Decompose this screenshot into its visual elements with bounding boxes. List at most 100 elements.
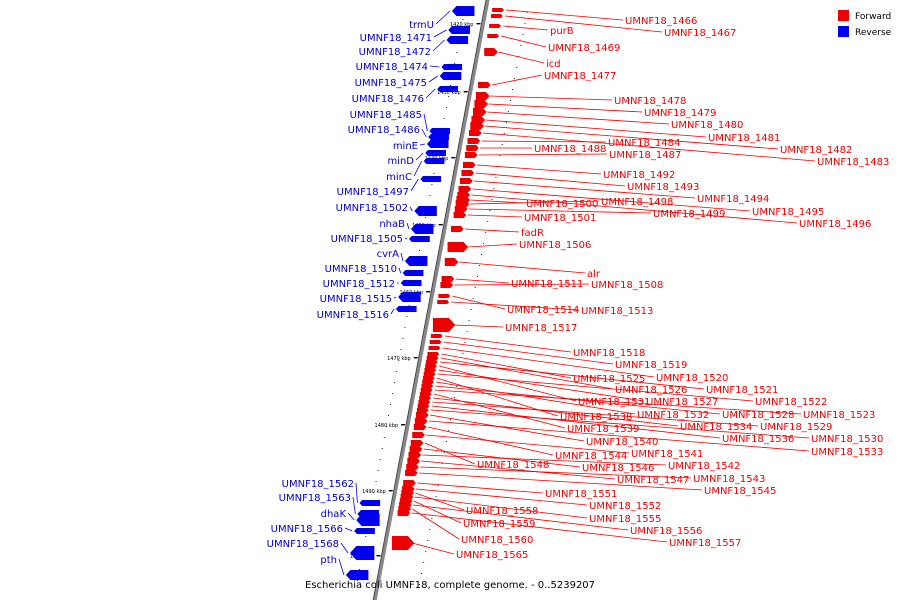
forward-gene-label: UMNF18_1499	[653, 209, 725, 220]
axis-dot	[404, 327, 406, 328]
forward-gene-arrow	[440, 282, 454, 288]
forward-leader-line	[498, 51, 545, 64]
forward-leader-line	[476, 164, 602, 175]
forward-leader-line	[488, 103, 643, 113]
forward-gene-label: UMNF18_1548	[477, 460, 549, 471]
forward-gene-arrow	[474, 100, 489, 108]
reverse-leader-line	[410, 178, 419, 192]
axis-dot	[445, 107, 447, 108]
tick-label: 1470 kbp	[387, 356, 411, 362]
axis-dot	[394, 382, 396, 383]
forward-gene-label: UMNF18_1493	[627, 182, 699, 193]
forward-leader-line	[419, 472, 703, 491]
axis-dot	[387, 415, 389, 416]
axis-dot	[483, 243, 485, 244]
legend-label: Forward	[855, 12, 891, 22]
axis-dot	[462, 19, 464, 20]
forward-gene-label: UMNF18_1538	[560, 412, 632, 423]
forward-gene-arrow	[422, 376, 435, 380]
forward-gene-arrow	[418, 400, 431, 404]
axis-dot	[474, 287, 476, 288]
forward-gene-label: UMNF18_1479	[644, 108, 716, 119]
axis-dot	[503, 133, 505, 134]
forward-gene-label: UMNF18_1481	[708, 133, 780, 144]
forward-leader-line	[472, 188, 751, 212]
forward-gene-arrow	[489, 24, 501, 28]
forward-gene-arrow	[414, 418, 428, 424]
forward-leader-line	[431, 405, 721, 439]
forward-leader-line	[451, 301, 580, 311]
forward-leader-line	[444, 335, 572, 353]
reverse-leader-line	[415, 152, 424, 161]
forward-leader-line	[421, 460, 616, 480]
axis-dot	[512, 89, 514, 90]
reverse-gene-label: UMNF18_1515	[320, 294, 392, 305]
reverse-gene-label: UMNF18_1502	[336, 203, 408, 214]
axis-dot	[375, 481, 377, 482]
forward-gene-arrow	[490, 14, 503, 18]
axis-dot	[441, 463, 443, 464]
reverse-gene-label: UMNF18_1486	[348, 125, 420, 136]
forward-gene-arrow	[430, 334, 443, 338]
reverse-gene-arrow	[441, 64, 463, 70]
axis-dot	[456, 52, 458, 53]
forward-gene-arrow	[420, 388, 433, 392]
forward-gene-label: UMNF18_1530	[811, 434, 883, 445]
axis-dot	[425, 217, 427, 218]
forward-leader-line	[439, 361, 705, 390]
forward-gene-arrow	[421, 384, 434, 388]
axis-dot	[505, 122, 507, 123]
forward-gene-arrow	[408, 452, 422, 458]
reverse-leader-line	[338, 558, 345, 576]
forward-gene-arrow	[410, 440, 424, 446]
axis-dot	[507, 111, 509, 112]
forward-gene-label: icd	[546, 59, 561, 70]
forward-gene-label: UMNF18_1495	[752, 207, 824, 218]
axis-dot	[383, 437, 385, 438]
reverse-gene-label: minE	[393, 141, 418, 152]
axis-dot	[392, 393, 394, 394]
axis-dot	[433, 173, 435, 174]
forward-leader-line	[458, 261, 586, 274]
forward-leader-line	[442, 347, 655, 378]
forward-gene-arrow	[462, 162, 476, 168]
forward-gene-label: UMNF18_1511	[511, 279, 583, 290]
forward-gene-label: UMNF18_1478	[614, 96, 686, 107]
forward-leader-line	[467, 214, 523, 218]
axis-dot	[478, 265, 480, 266]
forward-leader-line	[491, 74, 543, 86]
reverse-gene-arrow	[437, 86, 458, 92]
forward-leader-line	[438, 369, 645, 402]
forward-gene-label: UMNF18_1533	[811, 447, 883, 458]
forward-gene-arrow	[397, 510, 411, 516]
forward-gene-label: UMNF18_1523	[803, 410, 875, 421]
reverse-gene-arrow	[439, 72, 462, 80]
forward-gene-arrow	[454, 206, 468, 212]
axis-dot	[429, 195, 431, 196]
forward-gene-label: UMNF18_1555	[589, 514, 661, 525]
forward-gene-arrow	[438, 294, 451, 298]
axis-dot	[445, 441, 447, 442]
forward-leader-line	[441, 353, 572, 379]
reverse-leader-line	[419, 143, 426, 146]
forward-leader-line	[504, 15, 663, 33]
forward-gene-label: UMNF18_1539	[567, 424, 639, 435]
axis-dot	[402, 338, 404, 339]
forward-gene-arrow	[424, 368, 437, 372]
reverse-gene-arrow	[350, 546, 375, 560]
forward-leader-line	[435, 385, 721, 415]
forward-leader-line	[434, 389, 802, 415]
forward-leader-line	[417, 482, 544, 494]
tick-mark	[451, 157, 456, 159]
forward-gene-label: UMNF18_1534	[680, 422, 752, 433]
legend-swatch	[838, 10, 849, 21]
axis-dot	[396, 371, 398, 372]
axis-dot	[495, 177, 497, 178]
forward-leader-line	[455, 278, 510, 284]
forward-gene-label: UMNF18_1469	[548, 43, 620, 54]
axis-dot	[359, 569, 361, 570]
forward-leader-line	[489, 95, 613, 101]
forward-gene-label: UMNF18_1525	[573, 374, 645, 385]
axis-dot	[418, 584, 420, 585]
forward-gene-label: UMNF18_1522	[755, 397, 827, 408]
